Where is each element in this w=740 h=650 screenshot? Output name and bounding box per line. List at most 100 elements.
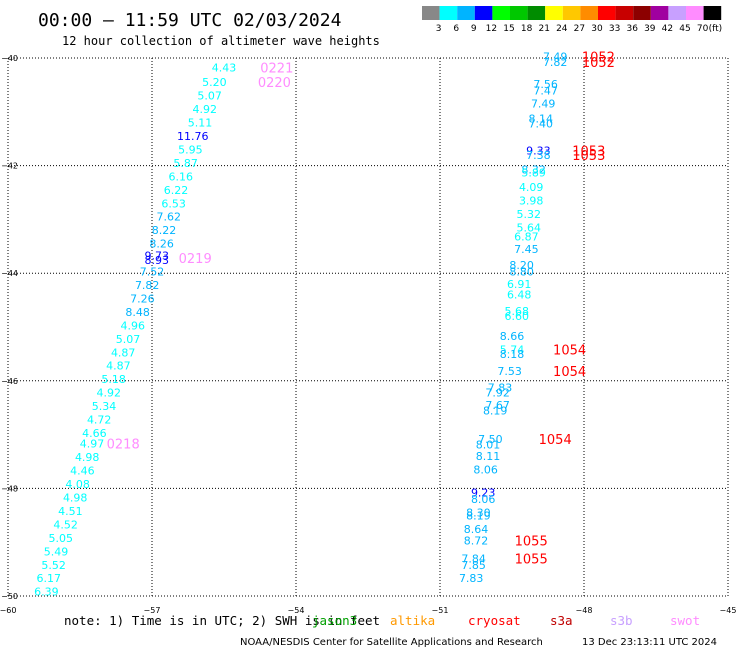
pass-time-label: 0221	[260, 62, 293, 77]
legend-swatch	[650, 6, 669, 20]
x-tick-label: −45	[720, 606, 737, 615]
wave-height-label: 8.06	[471, 493, 496, 506]
wave-height-label: 4.51	[58, 505, 83, 518]
legend-swatch	[562, 6, 581, 20]
legend-swatch	[422, 6, 440, 20]
y-tick-label: −50	[1, 592, 18, 601]
wave-height-label: 8.18	[500, 348, 525, 361]
legend-label: 18	[521, 24, 533, 34]
wave-height-label: 7.83	[488, 381, 513, 394]
wave-height-label: 4.96	[121, 319, 146, 332]
wave-height-label: 8.93	[145, 254, 170, 267]
wave-height-label: 7.47	[533, 84, 558, 97]
wave-height-label: 5.11	[188, 117, 213, 130]
legend-label: 6	[453, 24, 459, 34]
wave-height-label: 4.46	[70, 465, 95, 478]
wave-height-label: 8.22	[152, 224, 177, 237]
wave-height-label: 7.53	[497, 365, 522, 378]
wave-height-label: 8.48	[125, 306, 150, 319]
satellite-cryosat: cryosat	[468, 613, 521, 628]
legend-label: 12	[486, 24, 497, 34]
x-tick-label: −51	[432, 606, 449, 615]
wave-height-label: 6.39	[34, 586, 59, 599]
legend-label: 24	[556, 24, 568, 34]
wave-height-label: 5.87	[173, 157, 198, 170]
wave-height-label: 5.20	[202, 76, 227, 89]
legend-unit: (ft)	[709, 24, 723, 34]
legend-label: 27	[574, 24, 585, 34]
chart-grid	[7, 57, 729, 597]
wave-height-label: 4.43	[212, 62, 237, 75]
wave-height-label: 8.19	[466, 509, 491, 522]
legend-label: 3	[436, 24, 442, 34]
wave-height-label: 4.92	[193, 103, 218, 116]
wave-height-label: 4.98	[75, 451, 100, 464]
wave-height-label: 5.95	[178, 143, 203, 156]
legend-swatch	[474, 6, 493, 20]
satellite-swot: swot	[670, 613, 700, 628]
x-tick-label: −48	[576, 606, 593, 615]
wave-height-label: 8.06	[473, 464, 498, 477]
wave-height-label: 7.52	[140, 266, 165, 279]
wave-height-label: 8.64	[464, 523, 489, 536]
wave-height-label: 4.66	[82, 427, 107, 440]
wave-height-label: 6.17	[37, 572, 62, 585]
wave-height-label: 8.32	[521, 163, 546, 176]
legend-swatch	[492, 6, 510, 20]
wave-height-label: 7.85	[461, 559, 486, 572]
y-tick-label: −42	[1, 162, 18, 171]
legend-label: 33	[609, 24, 620, 34]
wave-height-label: 8.14	[529, 112, 554, 125]
wave-height-label: 9.73	[145, 249, 170, 262]
wave-height-label: 8.80	[509, 266, 534, 279]
wave-height-label: 7.26	[130, 292, 155, 305]
wave-height-label: 9.33	[526, 145, 551, 158]
wave-height-label: 8.30	[466, 507, 491, 520]
wave-height-label: 4.87	[111, 346, 136, 359]
legend-label: 36	[626, 24, 638, 34]
wave-height-label: 6.22	[164, 184, 189, 197]
pass-time-label: 1055	[515, 535, 548, 550]
x-tick-label: −57	[144, 606, 161, 615]
pass-time-label: 1053	[572, 149, 605, 164]
pass-time-label: 1054	[553, 365, 586, 380]
satellite-s3a: s3a	[550, 613, 573, 628]
wave-height-label: 4.97	[80, 438, 105, 451]
wave-height-label: 5.74	[500, 344, 525, 357]
wave-height-label: 8.01	[476, 438, 501, 451]
legend-swatch	[686, 6, 704, 20]
wave-height-label: 5.64	[517, 221, 542, 234]
wave-height-label: 5.18	[101, 373, 126, 386]
satellite-altika: altika	[390, 613, 435, 628]
wave-height-label: 8.20	[509, 259, 534, 272]
wave-height-label: 8.26	[149, 238, 174, 251]
legend-swatch	[439, 6, 458, 20]
wave-height-label: 4.87	[106, 360, 131, 373]
wave-height-label: 7.56	[533, 78, 558, 91]
wave-height-label: 7.45	[514, 243, 539, 256]
satellite-s3b: s3b	[610, 613, 633, 628]
legend-swatch	[510, 6, 528, 20]
footer-note: note: 1) Time is in UTC; 2) SWH is in fe…	[64, 613, 380, 628]
wave-height-label: 8.66	[500, 330, 525, 343]
legend-label: 39	[644, 24, 656, 34]
y-tick-label: −48	[1, 484, 18, 493]
page-title: 00:00 – 11:59 UTC 02/03/2024	[38, 10, 341, 31]
legend-label: 30	[591, 24, 603, 34]
wave-height-label: 3.98	[519, 195, 544, 208]
wave-height-label: 7.49	[543, 50, 568, 63]
wave-height-label: 7.50	[478, 433, 503, 446]
wave-height-label: 4.92	[97, 387, 122, 400]
wave-height-label: 4.08	[65, 478, 90, 491]
wave-height-label: 7.49	[531, 98, 556, 111]
wave-height-label: 7.92	[485, 387, 510, 400]
pass-time-label: 1052	[582, 56, 615, 71]
legend-swatch	[580, 6, 598, 20]
pass-time-label: 1054	[553, 344, 586, 359]
wave-height-label: 5.68	[505, 305, 530, 318]
pass-labels: 0221022002190218105210521053105310541054…	[107, 50, 615, 567]
wave-height-label: 5.32	[517, 208, 542, 221]
satellite-jason3: jason3	[312, 613, 357, 628]
wave-height-label: 7.67	[485, 399, 510, 412]
data-points: 4.435.205.074.925.1111.765.955.876.166.2…	[34, 50, 567, 598]
